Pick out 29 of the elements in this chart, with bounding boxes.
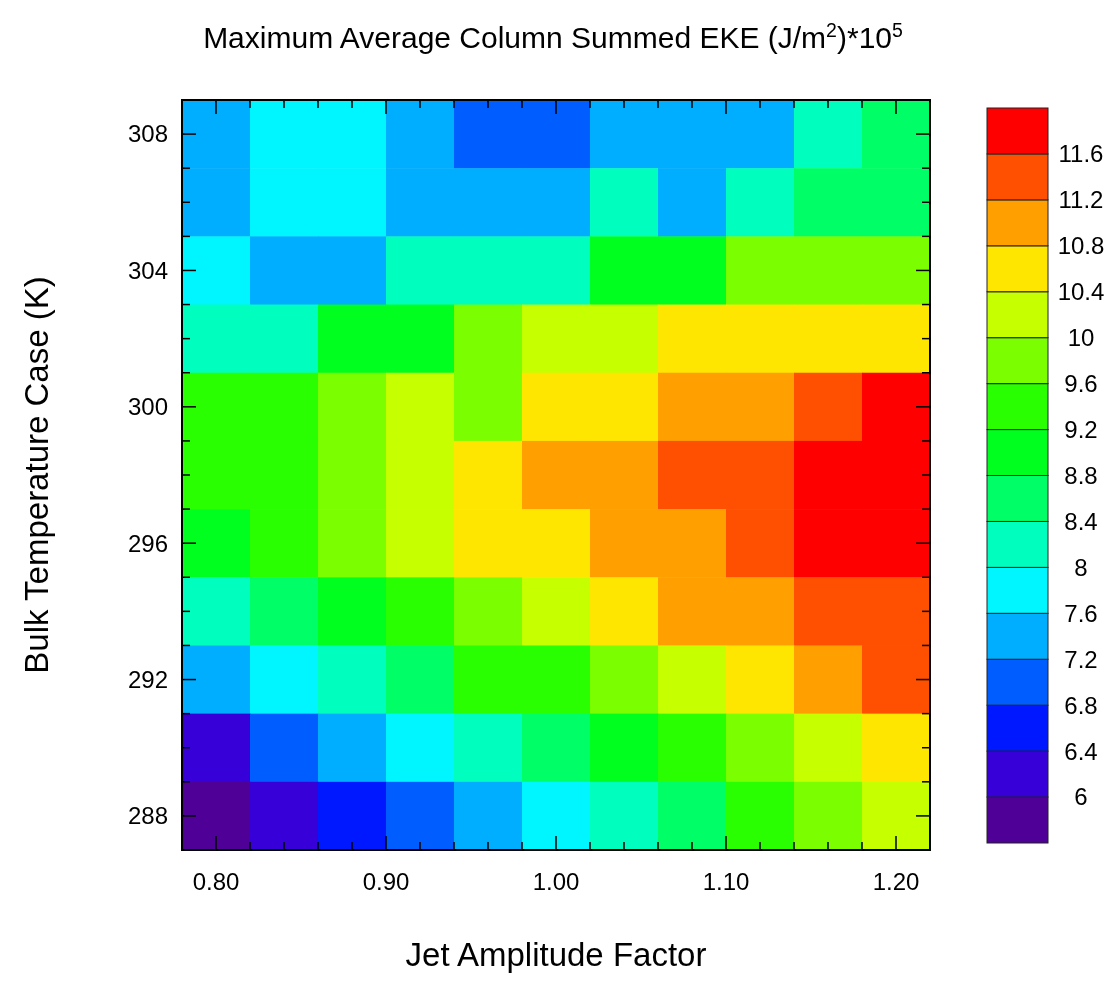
x-axis-title: Jet Amplitude Factor: [405, 936, 707, 973]
y-tick-label: 296: [127, 529, 168, 557]
color-bar-label: 10.8: [1057, 232, 1105, 260]
color-bar-label: 8: [1074, 553, 1088, 581]
y-tick-label: 292: [127, 665, 168, 693]
x-tick-label: 1.00: [532, 868, 580, 895]
y-tick-label: 300: [127, 393, 168, 421]
y-tick-label: 288: [127, 802, 168, 830]
color-bar-label: 11.2: [1058, 186, 1104, 214]
x-tick-label: 0.90: [362, 868, 410, 895]
y-axis-title: Bulk Temperature Case (K): [18, 276, 55, 674]
y-tick-label: 304: [127, 256, 168, 284]
y-tick-label: 308: [127, 120, 168, 148]
x-tick-label: 0.80: [192, 868, 240, 895]
color-bar-label: 8.8: [1064, 461, 1098, 489]
color-bar-label: 8.4: [1064, 507, 1098, 535]
color-bar-label: 7.6: [1064, 599, 1098, 627]
color-bar-label: 10.4: [1057, 278, 1105, 306]
color-bar-label: 10: [1067, 324, 1095, 352]
color-bar-label: 7.2: [1064, 645, 1098, 673]
chart-title: Maximum Average Column Summed EKE (J/m$^{2}$)*10$^{5}$: [203, 19, 904, 54]
x-tick-label: 1.10: [702, 868, 750, 895]
x-tick-label: 1.20: [872, 868, 920, 895]
color-bar-label: 9.2: [1064, 415, 1098, 443]
color-bar-label: 11.6: [1058, 140, 1104, 168]
color-bar-label: 6.8: [1064, 691, 1098, 719]
color-bar-label: 6: [1074, 783, 1088, 811]
color-bar-label: 9.6: [1064, 370, 1098, 398]
color-bar-label: 6.4: [1064, 737, 1098, 765]
